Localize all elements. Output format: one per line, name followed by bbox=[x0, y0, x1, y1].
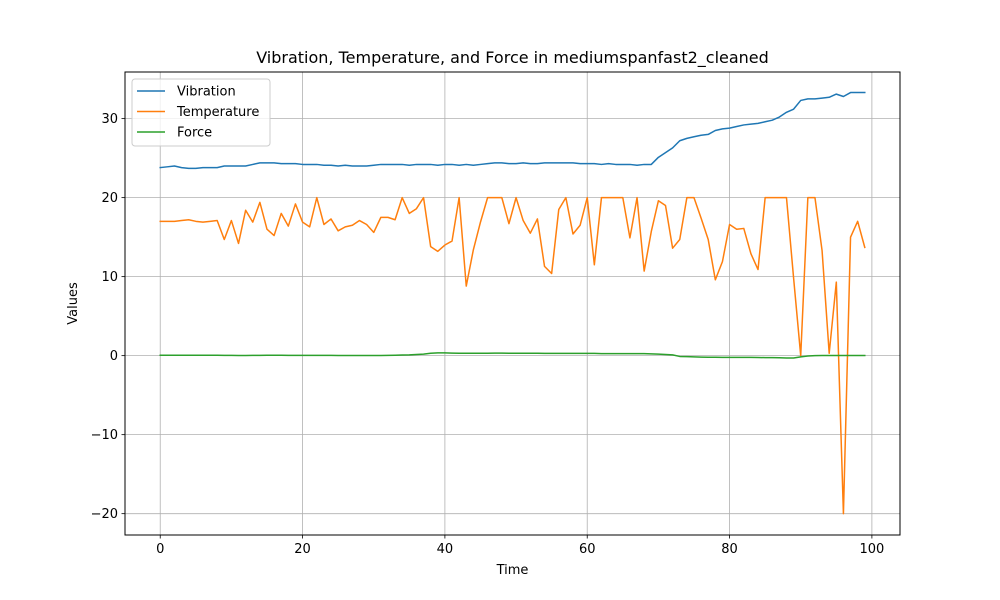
x-axis-label: Time bbox=[496, 563, 529, 578]
y-tick-label: 10 bbox=[101, 270, 118, 285]
legend: Vibration Temperature Force bbox=[131, 78, 271, 147]
y-tick-label: 0 bbox=[110, 349, 118, 364]
chart-title: Vibration, Temperature, and Force in med… bbox=[256, 48, 769, 68]
x-tick-label: 40 bbox=[437, 542, 454, 557]
x-tick-label: 60 bbox=[579, 542, 596, 557]
legend-label-temperature: Temperature bbox=[176, 105, 259, 120]
x-tick-label: 20 bbox=[294, 542, 311, 557]
vibration-line bbox=[159, 91, 866, 170]
legend-label-vibration: Vibration bbox=[177, 85, 236, 100]
plot-frame bbox=[124, 71, 901, 536]
axis-ticks: 0 20 40 60 80 100 −20 −10 0 10 20 30 bbox=[91, 112, 885, 557]
x-tick-label: 0 bbox=[156, 542, 164, 557]
x-tick-label: 100 bbox=[859, 542, 884, 557]
y-tick-label: −20 bbox=[91, 507, 118, 522]
legend-box bbox=[131, 78, 271, 147]
temperature-line bbox=[159, 196, 866, 515]
y-axis-label: Values bbox=[66, 282, 81, 325]
y-tick-label: 20 bbox=[101, 191, 118, 206]
series-lines bbox=[159, 91, 866, 515]
force-line bbox=[159, 352, 866, 359]
x-tick-label: 80 bbox=[721, 542, 738, 557]
y-tick-label: −10 bbox=[91, 428, 118, 443]
legend-label-force: Force bbox=[177, 126, 212, 141]
y-tick-label: 30 bbox=[101, 112, 118, 127]
